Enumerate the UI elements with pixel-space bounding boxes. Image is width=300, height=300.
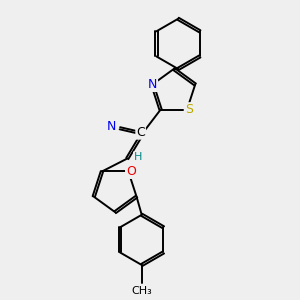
Text: C: C [136,126,145,139]
Text: N: N [148,78,157,91]
Text: H: H [134,152,142,162]
Text: CH₃: CH₃ [131,286,152,296]
Text: O: O [126,165,136,178]
Text: S: S [185,103,193,116]
Text: N: N [107,120,116,133]
